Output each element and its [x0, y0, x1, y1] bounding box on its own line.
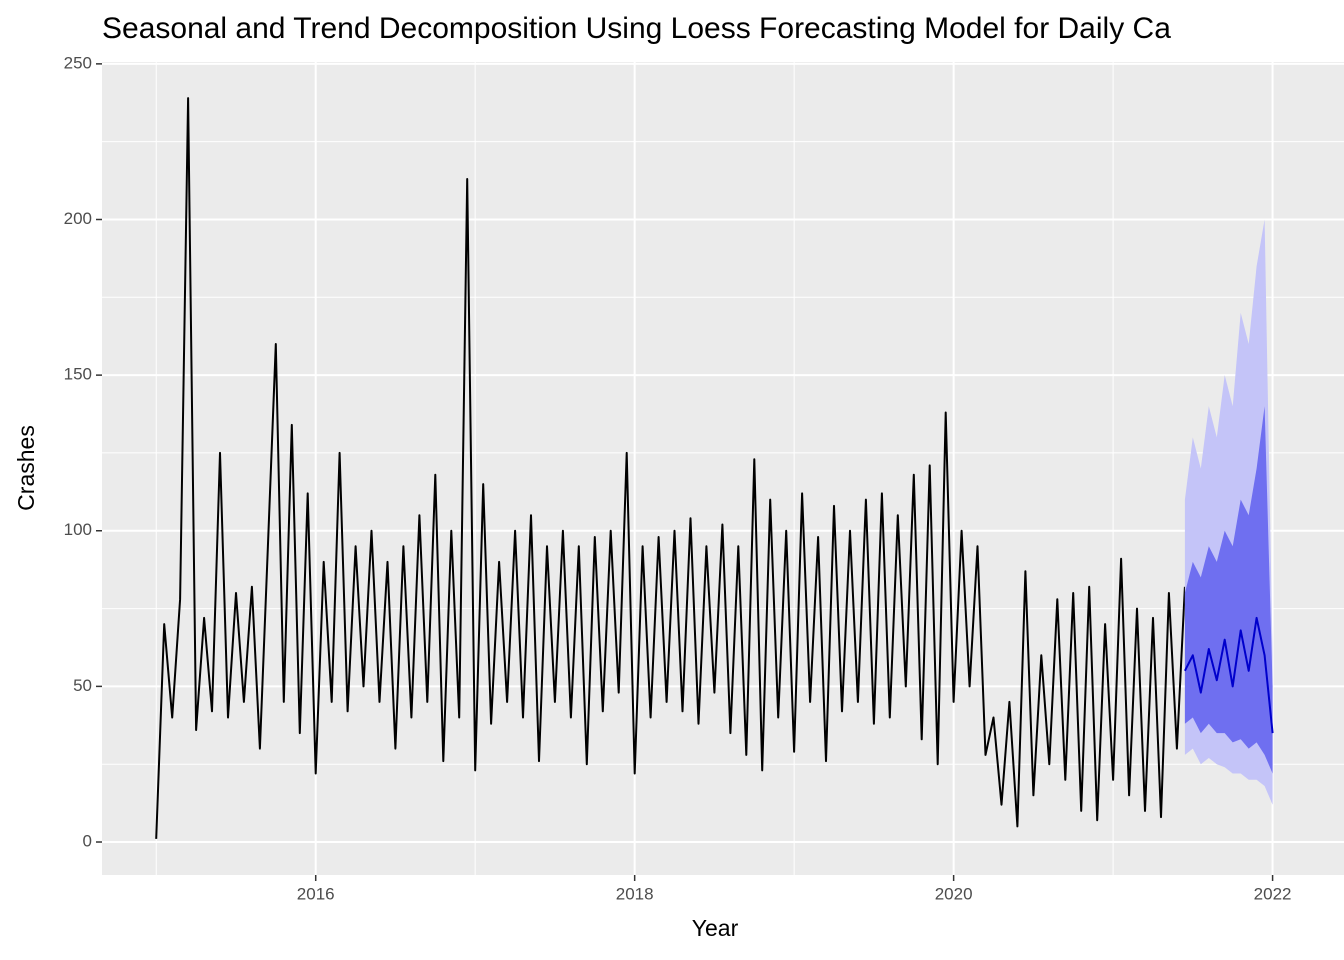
x-tick-label: 2016	[297, 884, 335, 903]
chart-title: Seasonal and Trend Decomposition Using L…	[102, 12, 1171, 45]
x-tick-label: 2020	[935, 884, 973, 903]
x-tick-label: 2018	[616, 884, 654, 903]
forecast-line	[1184, 616, 1274, 734]
y-tick-label: 0	[83, 831, 92, 850]
panel	[102, 62, 1344, 875]
y-tick-label: 150	[64, 365, 92, 384]
y-tick-label: 250	[64, 53, 92, 72]
y-tick-label: 100	[64, 520, 92, 539]
band-80	[1184, 406, 1273, 774]
data-line	[155, 97, 1186, 839]
y-axis-title: Crashes	[13, 425, 39, 511]
x-tick-label: 2022	[1254, 884, 1292, 903]
y-tick-label: 50	[73, 676, 92, 695]
x-axis-title: Year	[692, 915, 739, 941]
y-tick-label: 200	[64, 209, 92, 228]
